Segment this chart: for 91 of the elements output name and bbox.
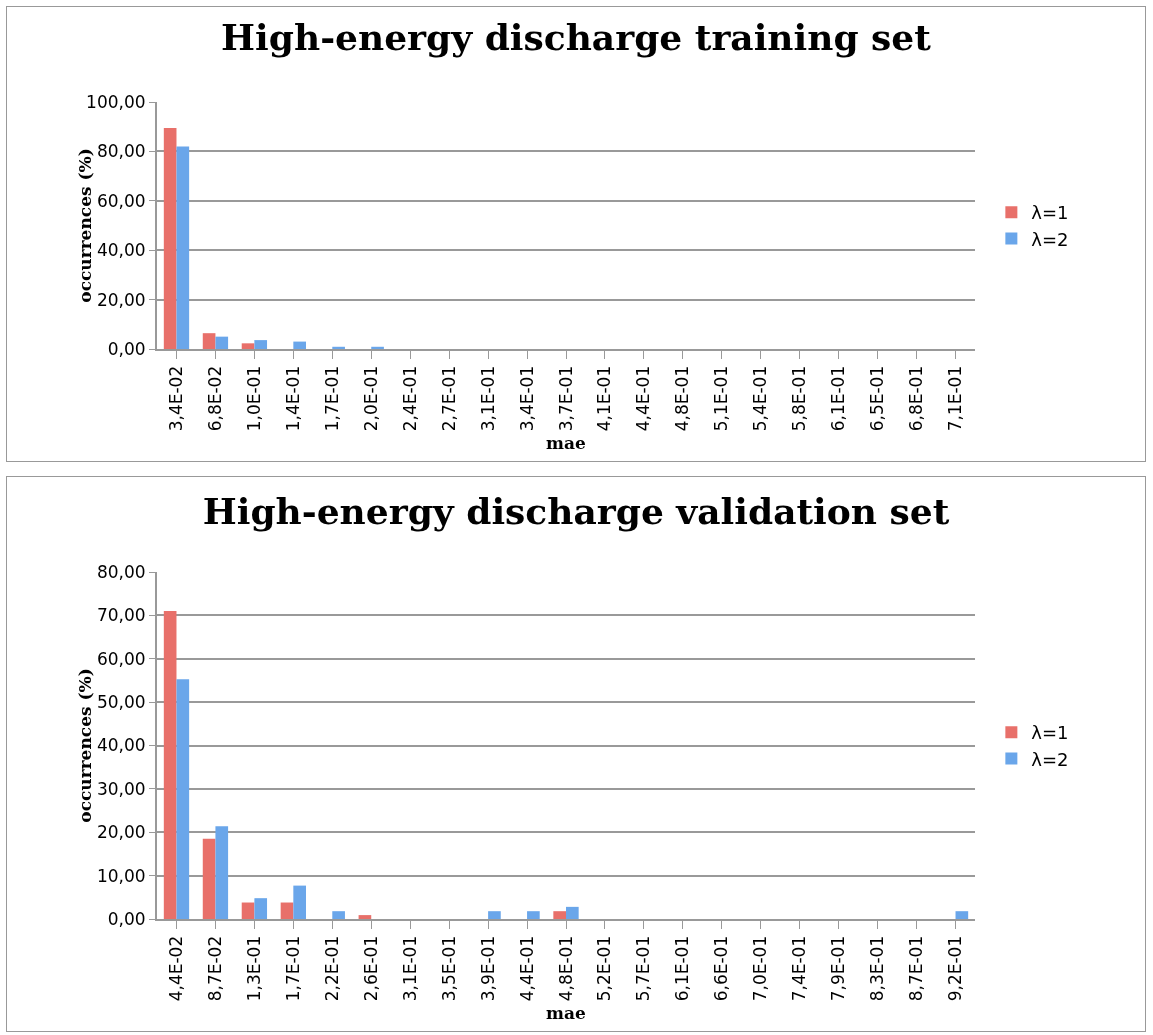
x-tick-label: 4,1E-01	[594, 365, 615, 432]
x-tick-label: 8,3E-01	[867, 935, 888, 1002]
x-tick-label: 6,8E-02	[204, 365, 225, 432]
x-tick-label: 7,9E-01	[828, 935, 849, 1002]
bar	[202, 838, 216, 919]
y-tick-label: 80,00	[96, 561, 146, 582]
bar	[202, 333, 216, 349]
x-tick-label: 4,4E-02	[166, 935, 186, 1002]
x-tick-label: 4,4E-01	[633, 365, 654, 432]
bar	[176, 146, 190, 349]
legend-label: λ=1	[1031, 722, 1069, 744]
x-tick-label: 6,1E-01	[828, 365, 849, 432]
bar	[955, 911, 969, 919]
x-tick-label: 3,7E-01	[555, 365, 576, 432]
x-tick-label: 6,1E-01	[672, 935, 693, 1002]
chart-title: High-energy discharge training set	[221, 16, 932, 59]
x-tick-label: 7,1E-01	[945, 365, 966, 432]
x-tick-label: 7,4E-01	[789, 935, 810, 1002]
bar	[527, 911, 540, 919]
x-tick-label: 3,4E-02	[166, 365, 186, 432]
x-tick-label: 8,7E-02	[204, 935, 225, 1002]
x-tick-label: 8,7E-01	[906, 935, 927, 1002]
y-axis-title: occurrences (%)	[74, 668, 95, 823]
legend-label: λ=2	[1031, 228, 1069, 250]
bar	[163, 127, 177, 349]
x-axis-title: mae	[546, 1003, 587, 1024]
bar	[254, 898, 268, 919]
x-tick-label: 9,2E-01	[945, 935, 966, 1002]
x-tick-label: 4,8E-01	[672, 365, 693, 432]
bar	[488, 911, 501, 919]
y-tick-label: 60,00	[96, 648, 146, 669]
bar	[215, 336, 229, 349]
y-tick-label: 30,00	[96, 778, 146, 799]
bar	[371, 346, 384, 349]
x-tick-label: 6,6E-01	[711, 935, 732, 1002]
y-tick-label: 20,00	[96, 822, 146, 843]
legend-label: λ=1	[1031, 202, 1069, 224]
y-tick-label: 80,00	[96, 141, 146, 162]
bar	[215, 826, 229, 919]
bar	[332, 911, 345, 919]
bar	[332, 346, 345, 349]
x-tick-label: 4,8E-01	[555, 935, 576, 1002]
bar	[566, 906, 579, 919]
x-tick-label: 5,7E-01	[633, 935, 654, 1002]
y-tick-label: 60,00	[96, 190, 146, 211]
bar	[293, 341, 306, 349]
bar	[176, 679, 190, 919]
y-tick-label: 10,00	[96, 865, 146, 886]
bar	[280, 902, 294, 919]
x-tick-label: 3,4E-01	[516, 365, 537, 432]
x-tick-label: 1,3E-01	[243, 935, 264, 1002]
bar	[293, 885, 306, 919]
x-tick-label: 3,9E-01	[477, 935, 498, 1002]
x-tick-label: 1,7E-01	[282, 935, 303, 1002]
bar	[241, 902, 255, 919]
x-tick-label: 5,2E-01	[594, 935, 615, 1002]
legend-label: λ=2	[1031, 748, 1069, 770]
x-tick-label: 6,8E-01	[906, 365, 927, 432]
y-tick-label: 0,00	[107, 908, 146, 929]
y-tick-label: 50,00	[96, 692, 146, 713]
x-tick-label: 5,8E-01	[789, 365, 810, 432]
x-tick-label: 3,5E-01	[438, 935, 459, 1002]
x-tick-label: 1,0E-01	[243, 365, 264, 432]
x-tick-label: 6,5E-01	[867, 365, 888, 432]
x-axis-title: mae	[546, 433, 587, 454]
x-tick-label: 1,7E-01	[321, 365, 342, 432]
x-tick-label: 7,0E-01	[750, 935, 771, 1002]
y-tick-label: 70,00	[96, 605, 146, 626]
bar	[358, 915, 372, 919]
y-tick-label: 100,00	[86, 91, 146, 112]
x-tick-label: 1,4E-01	[282, 365, 303, 432]
x-tick-label: 2,2E-01	[321, 935, 342, 1002]
x-tick-label: 2,0E-01	[360, 365, 381, 432]
y-axis-title: occurrences (%)	[74, 148, 95, 303]
x-tick-label: 4,4E-01	[516, 935, 537, 1002]
bar	[254, 340, 268, 349]
y-tick-label: 0,00	[107, 338, 146, 359]
y-tick-label: 20,00	[96, 289, 146, 310]
x-tick-label: 2,6E-01	[360, 935, 381, 1002]
x-tick-label: 3,1E-01	[399, 935, 420, 1002]
x-tick-label: 2,7E-01	[438, 365, 459, 432]
x-tick-label: 5,1E-01	[711, 365, 732, 432]
bar	[553, 911, 566, 919]
bar	[163, 611, 177, 919]
x-tick-label: 5,4E-01	[750, 365, 771, 432]
y-tick-label: 40,00	[96, 240, 146, 261]
x-tick-label: 2,4E-01	[399, 365, 420, 432]
y-tick-label: 40,00	[96, 735, 146, 756]
x-tick-label: 3,1E-01	[477, 365, 498, 432]
bar	[241, 343, 255, 349]
chart-title: High-energy discharge validation set	[202, 490, 950, 533]
